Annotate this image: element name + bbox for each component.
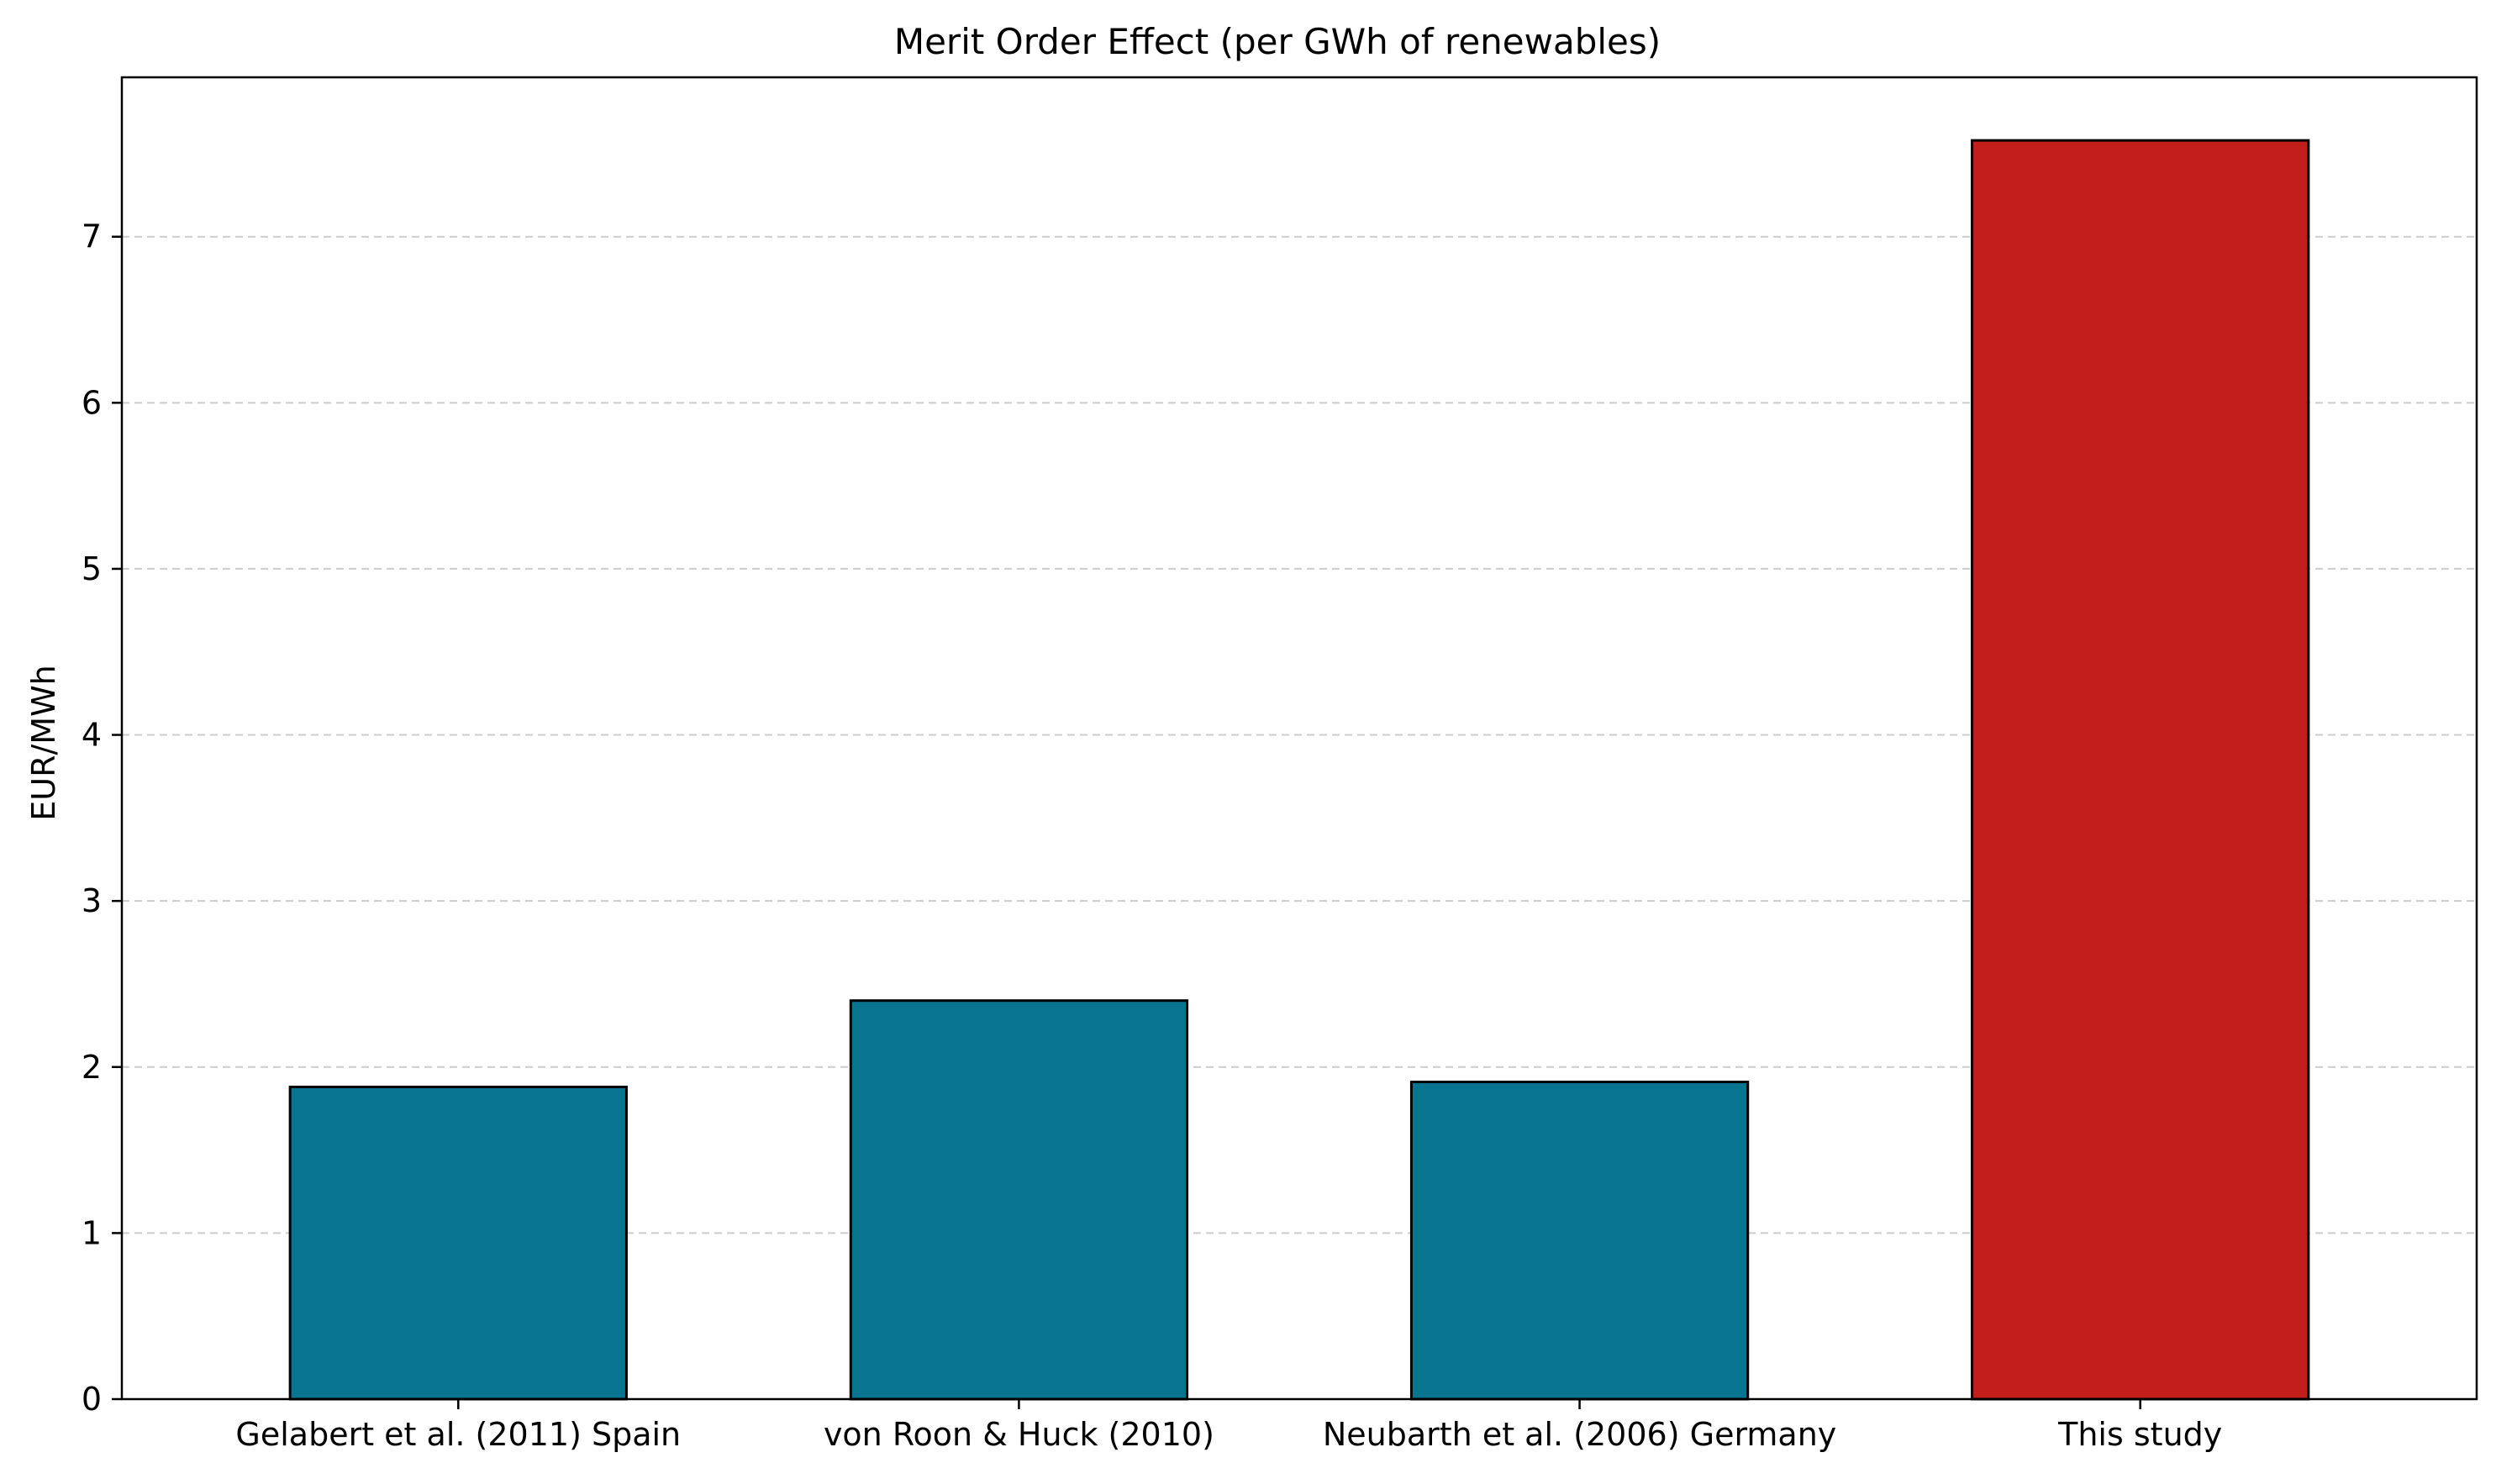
y-tick-label-2: 2 xyxy=(82,1049,102,1086)
y-tick-label-7: 7 xyxy=(82,218,102,255)
y-tick-label-4: 4 xyxy=(82,717,102,754)
y-tick-label-6: 6 xyxy=(82,384,102,421)
bar-0 xyxy=(288,1085,628,1401)
y-gridlines xyxy=(122,235,2477,1234)
x-tick-label-0: Gelabert et al. (2011) Spain xyxy=(235,1416,681,1453)
bars xyxy=(288,139,2310,1401)
y-tick-label-3: 3 xyxy=(82,882,102,919)
x-tick-label-3: This study xyxy=(2057,1416,2222,1453)
y-axis-title: EUR/MWh xyxy=(25,665,62,820)
plot-frame xyxy=(120,76,2478,1401)
bar-2 xyxy=(1409,1081,1750,1401)
y-tick-label-5: 5 xyxy=(82,550,102,587)
y-tick-label-0: 0 xyxy=(82,1381,102,1418)
y-tick-label-1: 1 xyxy=(82,1214,102,1251)
bar-3 xyxy=(1971,139,2310,1401)
x-axis-ticks: Gelabert et al. (2011) Spain von Roon & H… xyxy=(235,1399,2222,1453)
bar-1 xyxy=(849,999,1189,1401)
chart-title: Merit Order Effect (per GWh of renewable… xyxy=(894,21,1661,62)
x-tick-label-1: von Roon & Huck (2010) xyxy=(824,1416,1214,1453)
y-axis-ticks: 0 1 2 3 4 5 6 7 xyxy=(82,218,122,1418)
x-tick-label-2: Neubarth et al. (2006) Germany xyxy=(1323,1416,1836,1453)
